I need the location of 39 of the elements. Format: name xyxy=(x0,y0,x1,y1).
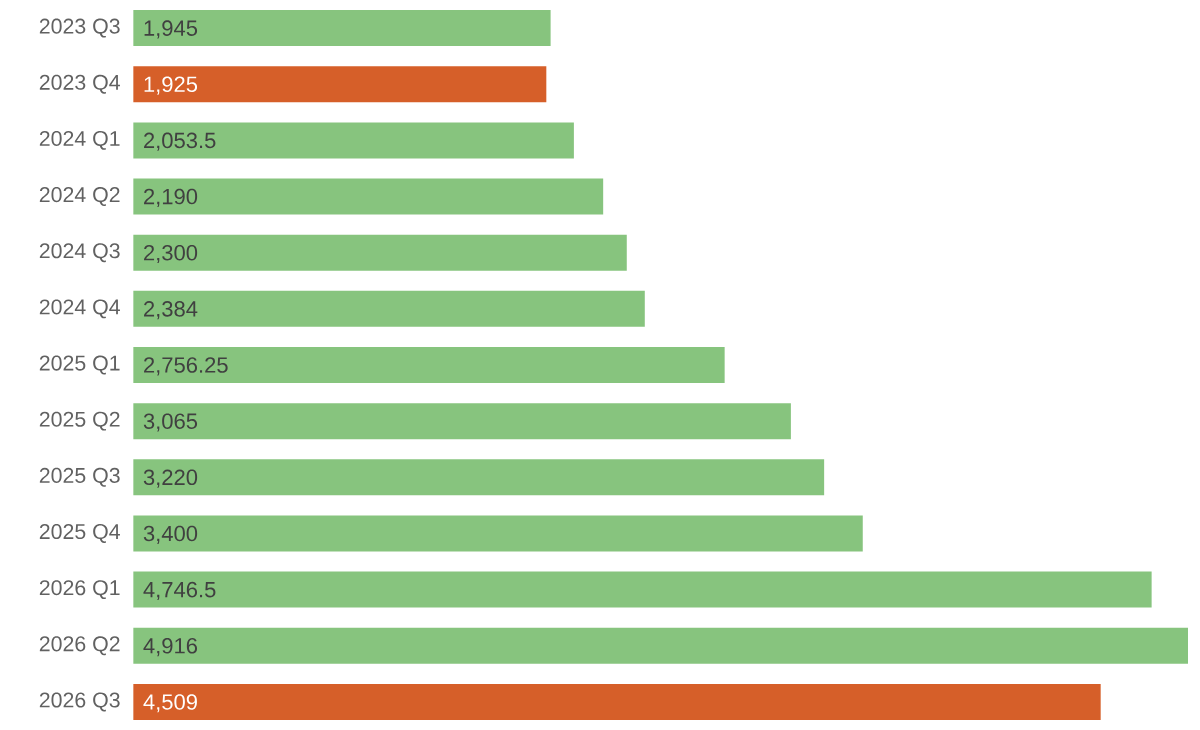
y-tick-label: 2024 Q1 xyxy=(39,130,120,150)
data-label: 2,300 xyxy=(144,244,198,264)
bar xyxy=(133,515,863,552)
data-label: 3,220 xyxy=(143,469,198,488)
y-tick-label: 2025 Q1 xyxy=(39,355,120,375)
y-tick-label: 2023 Q4 xyxy=(39,74,120,94)
data-label: 1,945 xyxy=(144,20,198,39)
data-label: 2,756.25 xyxy=(144,357,228,376)
bar xyxy=(133,403,791,440)
y-tick-label: 2025 Q2 xyxy=(39,411,120,431)
data-label: 3,065 xyxy=(143,413,198,432)
bar xyxy=(133,122,574,159)
bar xyxy=(133,571,1152,608)
data-label: 1,925 xyxy=(144,76,198,95)
bar xyxy=(133,10,551,47)
bar xyxy=(133,459,825,496)
bar xyxy=(133,290,645,327)
data-label: 2,053.5 xyxy=(144,132,216,151)
y-tick-label: 2023 Q3 xyxy=(39,18,120,38)
data-label: 2,190 xyxy=(144,188,198,207)
bar xyxy=(133,234,627,271)
y-tick-label: 2026 Q2 xyxy=(39,636,120,656)
data-label: 4,916 xyxy=(143,638,198,657)
y-tick-label: 2024 Q2 xyxy=(39,187,120,206)
data-label: 3,400 xyxy=(143,525,198,544)
y-tick-label: 2025 Q4 xyxy=(39,524,120,543)
bar xyxy=(133,346,725,383)
data-label: 2,384 xyxy=(144,301,198,320)
y-tick-label: 2025 Q3 xyxy=(39,467,120,487)
y-tick-label: 2026 Q3 xyxy=(39,692,120,712)
y-tick-label: 2026 Q1 xyxy=(39,580,120,600)
bar xyxy=(133,683,1101,720)
bar xyxy=(133,627,1188,664)
y-tick-label: 2024 Q3 xyxy=(39,243,120,263)
data-label: 4,509 xyxy=(143,694,197,713)
bar xyxy=(133,66,547,103)
bar xyxy=(133,178,604,215)
y-tick-label: 2024 Q4 xyxy=(39,299,120,319)
data-label: 4,746.5 xyxy=(143,581,216,601)
